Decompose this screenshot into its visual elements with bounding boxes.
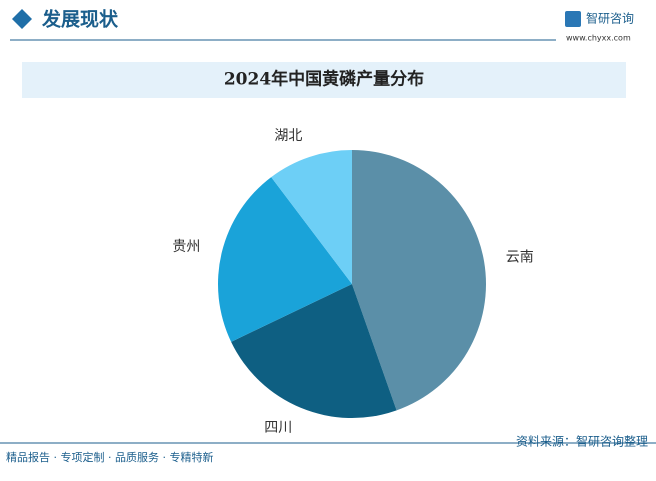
pie-slice: [218, 177, 352, 342]
brand-name: 智研咨询: [586, 11, 634, 26]
slice-label: 贵州: [172, 239, 200, 255]
slice-label: 四川: [264, 420, 292, 436]
pie-slice: [231, 284, 397, 418]
chart-title: 2024年中国黄磷产量分布: [224, 69, 424, 90]
brand-url: www.chyxx.com: [566, 34, 631, 43]
source-text: 资料来源：智研咨询整理: [516, 434, 648, 449]
pie-slice: [271, 150, 352, 284]
slice-label: 湖北: [274, 128, 302, 144]
section-title: 发展现状: [41, 8, 119, 31]
brand-logo: [565, 11, 581, 27]
footer-text: 精品报告 · 专项定制 · 品质服务 · 专精特新: [6, 450, 213, 464]
title-band: [22, 62, 626, 98]
header-icon: [12, 9, 32, 29]
pie-slice: [352, 150, 486, 411]
slice-label: 云南: [506, 250, 534, 266]
